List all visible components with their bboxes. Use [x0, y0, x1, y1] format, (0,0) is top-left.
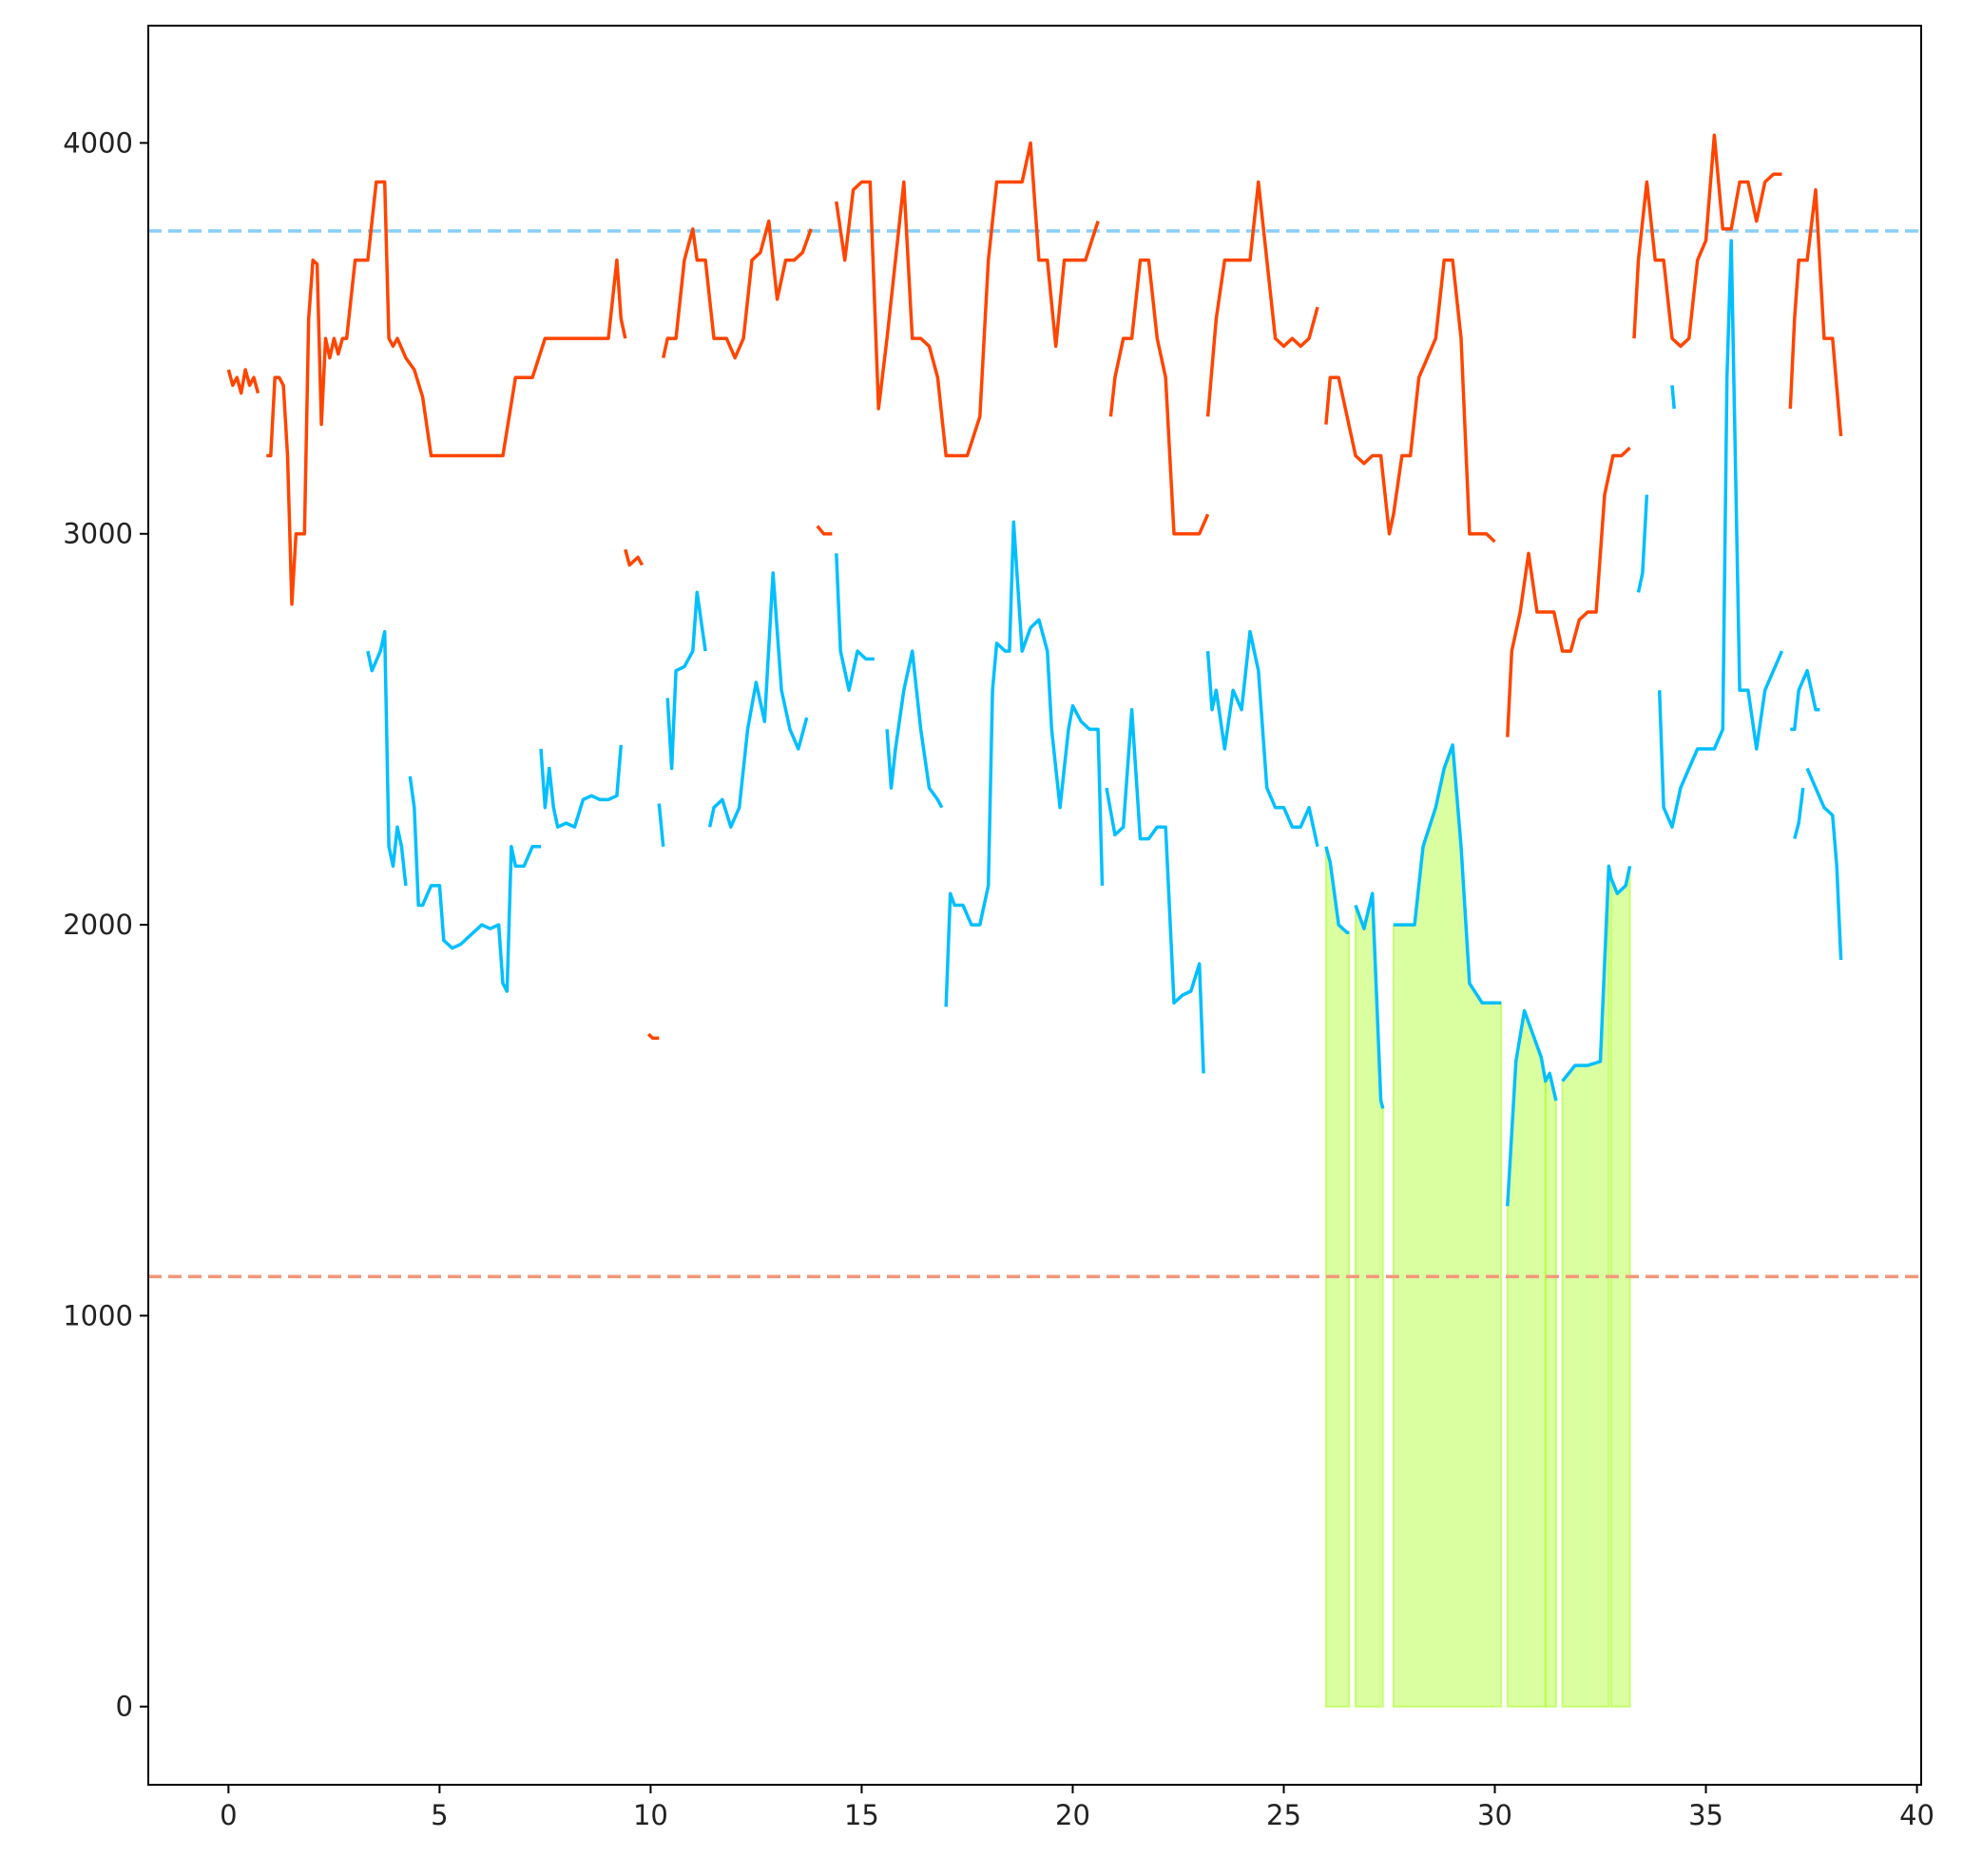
- series-1-line-segment-19: [1790, 668, 1820, 732]
- series-1-line-segment-6: [835, 553, 875, 693]
- y-tick-label-4000: 4000: [63, 126, 133, 159]
- x-tick-label-20: 20: [1055, 1799, 1090, 1831]
- series-1-line-segment-10: [1205, 629, 1319, 848]
- series-1-line-segment-16: [1636, 494, 1649, 593]
- series-1-line-segment-9: [1105, 708, 1205, 1074]
- x-tick-label-10: 10: [633, 1799, 668, 1831]
- series-0-line-segment-6: [835, 141, 1100, 458]
- x-tick-label-15: 15: [844, 1799, 879, 1831]
- series-1-line-segment-5: [707, 571, 809, 829]
- y-axis: 0 1000 2000 3000 4000: [63, 126, 148, 1723]
- series-0-line-segment-1: [266, 180, 627, 606]
- series-0-line-segment-0: [226, 368, 260, 395]
- x-tick-label-25: 25: [1266, 1799, 1301, 1831]
- y-tick-label-3000: 3000: [63, 518, 133, 550]
- x-tick-label-40: 40: [1899, 1799, 1934, 1831]
- series-1-line-segment-14: [1506, 1008, 1558, 1207]
- series-1-line-segment-18: [1657, 239, 1784, 829]
- series-1-line-segment-17: [1670, 385, 1676, 410]
- x-axis: 0 5 10 15 20 25 30 35 40: [220, 1785, 1934, 1831]
- series-1-line-segment-1: [408, 775, 541, 993]
- series-1-line-segment-13: [1393, 743, 1502, 1005]
- shaded-area-4: [1544, 1070, 1557, 1708]
- series-1-line-segment-8: [944, 520, 1105, 1007]
- reference-lines-group: [148, 229, 1921, 1279]
- x-tick-label-0: 0: [220, 1799, 237, 1831]
- series-0-line-segment-10: [1506, 446, 1631, 737]
- x-tick-label-5: 5: [431, 1799, 448, 1831]
- series-1-line-segment-20: [1793, 787, 1805, 840]
- series-0-line-segment-11: [1632, 133, 1782, 349]
- series-1-line-segment-21: [1805, 767, 1843, 961]
- series-0-line-segment-8: [1205, 180, 1319, 417]
- series-1-line-segment-12: [1354, 891, 1385, 1109]
- x-tick-label-35: 35: [1688, 1799, 1723, 1831]
- series-0-line-segment-9: [1324, 258, 1496, 544]
- x-tick-label-30: 30: [1477, 1799, 1512, 1831]
- series-1-line-segment-7: [885, 649, 944, 809]
- series-1-line-segment-4: [665, 590, 707, 771]
- series-0-line-segment-12: [1788, 188, 1843, 437]
- y-tick-label-0: 0: [116, 1691, 133, 1723]
- series-1-line-segment-2: [539, 744, 624, 829]
- series-0-line-segment-3: [646, 1032, 660, 1041]
- shaded-area-6: [1609, 866, 1631, 1708]
- series-1-line-segment-15: [1561, 864, 1632, 1082]
- plot-frame: [147, 25, 1922, 1786]
- series-1-line-segment-3: [657, 803, 665, 847]
- series-0-line-segment-4: [661, 219, 813, 360]
- series-0-line-segment-2: [624, 548, 645, 567]
- series-1-line-segment-11: [1324, 846, 1350, 935]
- y-tick-label-1000: 1000: [63, 1299, 133, 1331]
- series-1-line-segment-0: [366, 629, 408, 887]
- series-group: [226, 133, 1843, 1207]
- series-0-line-segment-5: [816, 525, 833, 536]
- y-tick-label-2000: 2000: [63, 909, 133, 941]
- series-0-line-segment-7: [1108, 258, 1210, 536]
